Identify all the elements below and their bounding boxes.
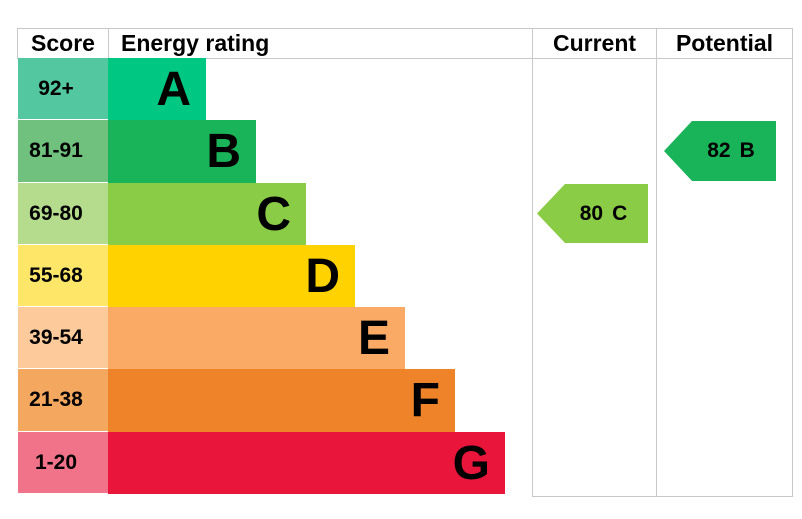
potential-rating-arrow: 82 B: [664, 121, 776, 181]
current-rating-band: C: [612, 201, 628, 225]
energy-band-bar-b: B: [108, 120, 256, 183]
energy-band-bar-f: F: [108, 369, 455, 432]
potential-column-header: Potential: [675, 30, 774, 56]
table-bottom-border: [532, 496, 793, 497]
score-range-cell-f: 21-38: [18, 369, 108, 432]
score-range-cell-b: 81-91: [18, 120, 108, 183]
current-column-header: Current: [552, 30, 637, 56]
current-column-divider: [532, 28, 533, 497]
score-range-cell-g: 1-20: [18, 432, 108, 494]
score-column-divider: [108, 28, 109, 59]
table-right-border: [792, 28, 793, 497]
potential-rating-band: B: [739, 139, 755, 162]
energy-rating-column-header: Energy rating: [121, 30, 270, 56]
potential-rating-score: 82: [707, 139, 731, 162]
score-range-cell-e: 39-54: [18, 307, 108, 369]
energy-band-bar-d: D: [108, 245, 355, 307]
potential-column-divider: [656, 28, 657, 497]
score-range-cell-d: 55-68: [18, 245, 108, 307]
score-column-header: Score: [31, 30, 95, 56]
header-underline: [18, 58, 793, 59]
score-range-cell-a: 92+: [18, 58, 108, 120]
table-top-border: [18, 28, 793, 29]
current-rating-arrow: 80 C: [537, 184, 648, 243]
energy-band-bar-e: E: [108, 307, 405, 369]
energy-band-bar-g: G: [108, 432, 505, 494]
energy-band-bar-c: C: [108, 183, 306, 245]
energy-band-bar-a: A: [108, 58, 206, 120]
score-range-cell-c: 69-80: [18, 183, 108, 245]
current-rating-score: 80: [579, 201, 604, 225]
header-left-border: [17, 28, 18, 59]
